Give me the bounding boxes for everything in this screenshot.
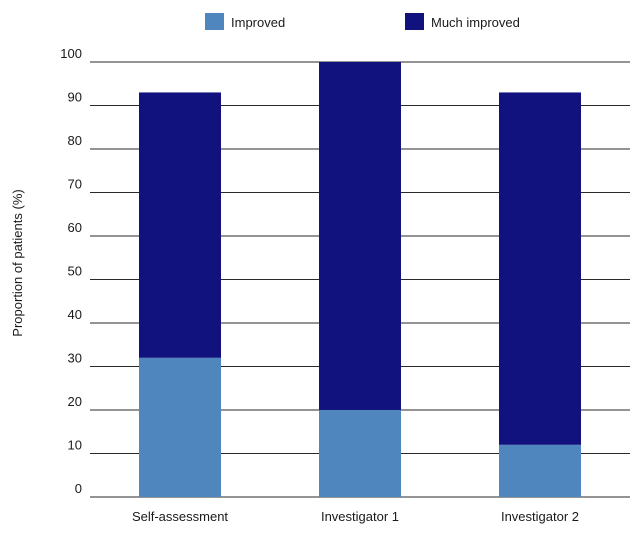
legend-label-much-improved: Much improved [431, 15, 520, 30]
y-tick-label-50: 50 [68, 264, 82, 279]
y-tick-label-30: 30 [68, 351, 82, 366]
y-tick-label-90: 90 [68, 90, 82, 105]
y-axis-label: Proportion of patients (%) [10, 189, 25, 336]
bar-self-assessment-much-improved [139, 92, 221, 358]
bar-investigator-1-much-improved [319, 62, 401, 410]
bar-investigator-2-improved [499, 444, 581, 497]
legend-swatch-improved [205, 13, 224, 30]
bars [139, 62, 581, 497]
y-tick-label-60: 60 [68, 220, 82, 235]
legend: Improved Much improved [205, 13, 520, 30]
y-tick-label-40: 40 [68, 307, 82, 322]
bar-investigator-2-much-improved [499, 92, 581, 445]
legend-label-improved: Improved [231, 15, 285, 30]
bar-self-assessment-improved [139, 357, 221, 497]
y-tick-label-80: 80 [68, 133, 82, 148]
y-tick-label-20: 20 [68, 394, 82, 409]
y-tick-label-10: 10 [68, 438, 82, 453]
y-tick-label-70: 70 [68, 177, 82, 192]
y-tick-label-0: 0 [75, 481, 82, 496]
legend-swatch-much-improved [405, 13, 424, 30]
x-tick-label-investigator-1: Investigator 1 [321, 509, 399, 524]
y-axis-ticks: 0 10 20 30 40 50 60 70 80 90 100 [60, 46, 82, 496]
x-axis-ticks: Self-assessment Investigator 1 Investigato… [132, 509, 579, 524]
x-tick-label-self-assessment: Self-assessment [132, 509, 228, 524]
x-tick-label-investigator-2: Investigator 2 [501, 509, 579, 524]
bar-investigator-1-improved [319, 410, 401, 497]
y-tick-label-100: 100 [60, 46, 82, 61]
